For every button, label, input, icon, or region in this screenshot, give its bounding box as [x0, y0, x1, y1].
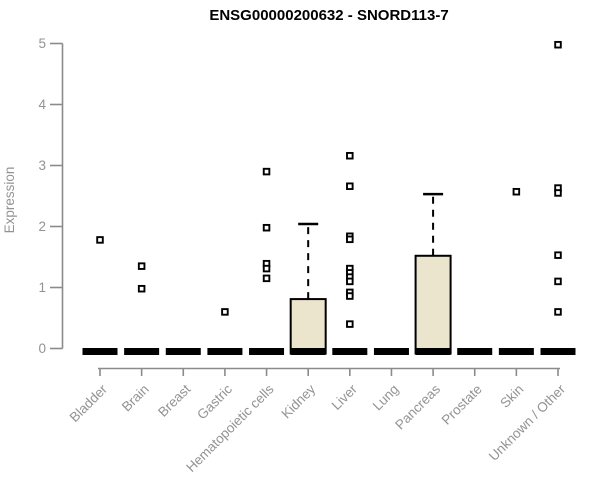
- median-bar: [498, 348, 534, 355]
- median-bar: [82, 348, 118, 355]
- x-tick-label: Gastric: [194, 381, 235, 422]
- outlier-point: [262, 223, 271, 232]
- outlier-point: [346, 151, 354, 160]
- box-body: [289, 298, 327, 355]
- median-bar: [165, 348, 201, 355]
- box-body: [414, 254, 452, 355]
- outlier-point: [554, 308, 562, 316]
- x-tick-label: Unknown / Other: [486, 381, 569, 464]
- outlier-point: [346, 277, 354, 286]
- outlier-point: [137, 262, 146, 270]
- outlier-point: [346, 235, 354, 244]
- x-tick-label: Kidney: [279, 381, 319, 421]
- outlier-point: [262, 274, 271, 283]
- median-bar: [207, 348, 243, 355]
- y-tick-label: 1: [38, 280, 46, 295]
- median-bar: [249, 348, 285, 355]
- median-bar: [415, 348, 451, 355]
- y-axis-label: Expression: [2, 167, 17, 234]
- x-tick-label: Bladder: [67, 381, 111, 425]
- outlier-point: [346, 292, 354, 300]
- outlier-point: [262, 167, 271, 176]
- median-bar: [290, 348, 326, 355]
- y-tick-label: 2: [38, 219, 46, 234]
- outlier-point: [137, 284, 146, 293]
- x-tick-label: Lung: [370, 382, 402, 414]
- y-tick-label: 0: [38, 341, 46, 356]
- median-bar: [332, 348, 368, 355]
- x-tick-label: Pancreas: [392, 381, 443, 432]
- outlier-point: [96, 236, 104, 244]
- x-tick-label: Breast: [155, 381, 193, 419]
- x-tick-label: Prostate: [439, 382, 485, 428]
- outlier-point: [221, 308, 229, 316]
- outlier-point: [554, 277, 562, 286]
- x-tick-label: Liver: [329, 381, 361, 413]
- median-bar: [457, 348, 493, 355]
- y-tick-label: 4: [38, 97, 46, 112]
- outlier-point: [554, 251, 562, 259]
- median-bar: [540, 348, 576, 355]
- median-bar: [373, 348, 409, 355]
- outlier-point: [262, 264, 271, 273]
- y-tick-label: 5: [38, 36, 46, 51]
- x-tick-label: Brain: [119, 382, 152, 415]
- outlier-point: [346, 320, 354, 328]
- outlier-point: [512, 187, 521, 196]
- median-bar: [124, 348, 160, 355]
- chart-title: ENSG00000200632 - SNORD113-7: [209, 7, 448, 24]
- y-tick-label: 3: [38, 158, 46, 173]
- outlier-point: [554, 40, 562, 49]
- outlier-point: [346, 182, 354, 190]
- outlier-point: [554, 189, 562, 197]
- x-tick-label: Skin: [497, 382, 526, 411]
